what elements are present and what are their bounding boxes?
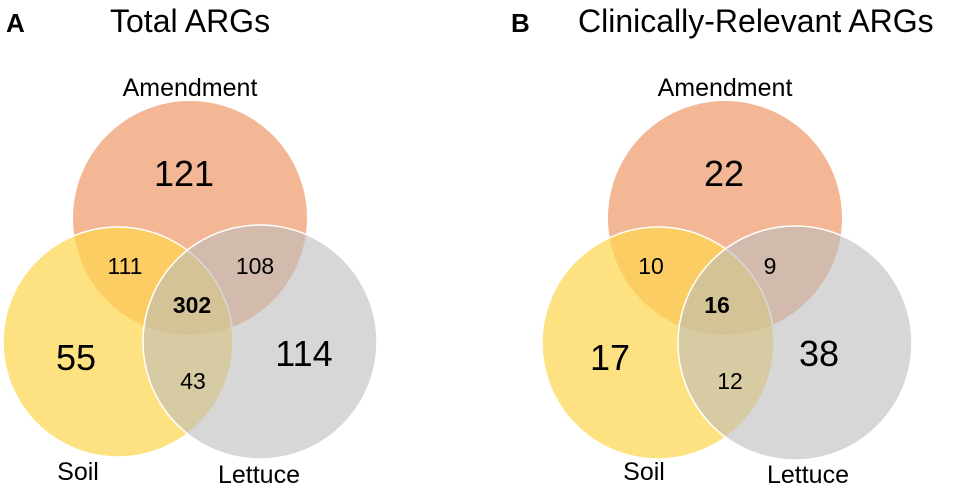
panel-b: B Clinically-Relevant ARGs Amendment Soi…	[511, 3, 934, 489]
panel-a-title: Total ARGs	[110, 3, 270, 39]
panel-a-amendment-lettuce-count: 108	[236, 253, 274, 279]
panel-a-soil-only-count: 55	[56, 337, 96, 378]
panel-a-letter: A	[6, 8, 25, 38]
panel-a-soil-label: Soil	[57, 458, 99, 486]
panel-b-amendment-only-count: 22	[704, 153, 744, 194]
panel-a-amendment-soil-count: 111	[108, 253, 143, 279]
panel-b-title: Clinically-Relevant ARGs	[578, 3, 934, 39]
panel-a-all-count: 302	[173, 292, 211, 318]
panel-b-amendment-soil-count: 10	[638, 253, 664, 279]
panel-b-soil-label: Soil	[623, 458, 665, 486]
panel-b-soil-lettuce-count: 12	[717, 368, 743, 394]
panel-b-all-count: 16	[704, 292, 730, 318]
panel-a-amendment-label: Amendment	[123, 74, 258, 102]
panel-b-amendment-label: Amendment	[658, 74, 793, 102]
panel-b-lettuce-label: Lettuce	[767, 461, 849, 489]
panel-b-amendment-lettuce-count: 9	[764, 253, 777, 279]
panel-b-lettuce-only-count: 38	[799, 333, 839, 374]
panel-b-soil-only-count: 17	[590, 337, 630, 378]
panel-a-soil-lettuce-count: 43	[180, 368, 206, 394]
panel-a-amendment-only-count: 121	[154, 153, 214, 194]
panel-a-lettuce-only-count: 114	[275, 333, 332, 374]
panel-a-lettuce-label: Lettuce	[218, 461, 300, 489]
panel-b-letter: B	[511, 8, 530, 38]
panel-a: A Total ARGs Amendment Soil Lettuce 121 …	[2, 3, 378, 489]
panel-a-lettuce-circle	[142, 224, 378, 460]
panel-b-lettuce-circle	[677, 225, 913, 461]
